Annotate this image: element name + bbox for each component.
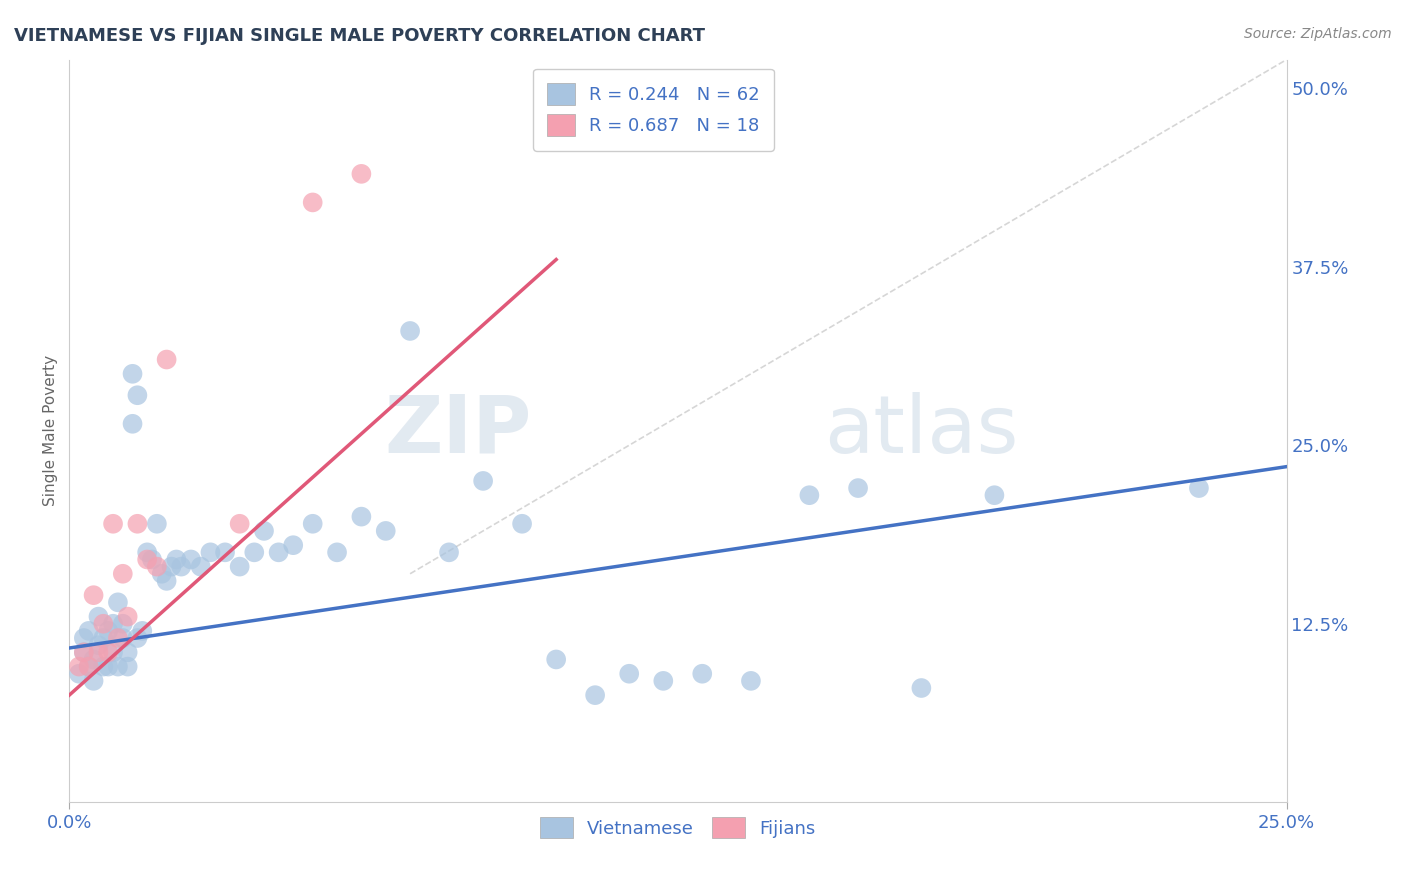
Point bbox=[117, 645, 139, 659]
Point bbox=[799, 488, 821, 502]
Point bbox=[326, 545, 349, 559]
Point bbox=[910, 681, 932, 695]
Point bbox=[91, 659, 114, 673]
Point bbox=[228, 559, 250, 574]
Point bbox=[846, 481, 869, 495]
Point bbox=[170, 559, 193, 574]
Point bbox=[77, 659, 100, 673]
Text: ZIP: ZIP bbox=[385, 392, 531, 470]
Point bbox=[111, 631, 134, 645]
Point bbox=[350, 509, 373, 524]
Point bbox=[67, 659, 90, 673]
Point bbox=[77, 624, 100, 638]
Point bbox=[127, 388, 149, 402]
Point bbox=[156, 574, 179, 588]
Point bbox=[399, 324, 422, 338]
Point bbox=[350, 167, 373, 181]
Point bbox=[301, 516, 323, 531]
Point bbox=[200, 545, 222, 559]
Point bbox=[91, 631, 114, 645]
Point bbox=[97, 645, 120, 659]
Point bbox=[583, 688, 606, 702]
Text: atlas: atlas bbox=[824, 392, 1018, 470]
Point bbox=[87, 638, 110, 652]
Point bbox=[228, 516, 250, 531]
Point bbox=[97, 624, 120, 638]
Point bbox=[127, 516, 149, 531]
Point bbox=[111, 566, 134, 581]
Text: VIETNAMESE VS FIJIAN SINGLE MALE POVERTY CORRELATION CHART: VIETNAMESE VS FIJIAN SINGLE MALE POVERTY… bbox=[14, 27, 704, 45]
Point bbox=[121, 367, 143, 381]
Point bbox=[107, 659, 129, 673]
Point bbox=[141, 552, 163, 566]
Point bbox=[121, 417, 143, 431]
Point bbox=[83, 673, 105, 688]
Point bbox=[127, 631, 149, 645]
Point bbox=[67, 666, 90, 681]
Point bbox=[97, 659, 120, 673]
Point bbox=[301, 195, 323, 210]
Point bbox=[374, 524, 396, 538]
Point bbox=[101, 616, 124, 631]
Point bbox=[510, 516, 533, 531]
Point bbox=[136, 545, 159, 559]
Point bbox=[150, 566, 173, 581]
Point bbox=[136, 552, 159, 566]
Point bbox=[111, 616, 134, 631]
Point bbox=[107, 595, 129, 609]
Point bbox=[437, 545, 460, 559]
Point bbox=[243, 545, 266, 559]
Point bbox=[180, 552, 202, 566]
Point bbox=[165, 552, 187, 566]
Point bbox=[652, 673, 675, 688]
Point bbox=[117, 659, 139, 673]
Point bbox=[983, 488, 1005, 502]
Point bbox=[253, 524, 276, 538]
Point bbox=[83, 588, 105, 602]
Point bbox=[73, 631, 96, 645]
Point bbox=[101, 645, 124, 659]
Point bbox=[107, 631, 129, 645]
Point bbox=[472, 474, 495, 488]
Point bbox=[146, 559, 169, 574]
Y-axis label: Single Male Poverty: Single Male Poverty bbox=[44, 355, 58, 507]
Point bbox=[283, 538, 305, 552]
Point bbox=[619, 666, 641, 681]
Point bbox=[73, 645, 96, 659]
Point bbox=[146, 516, 169, 531]
Point bbox=[101, 516, 124, 531]
Point bbox=[117, 609, 139, 624]
Point bbox=[690, 666, 713, 681]
Point bbox=[1188, 481, 1211, 495]
Point bbox=[156, 352, 179, 367]
Point bbox=[87, 609, 110, 624]
Text: Source: ZipAtlas.com: Source: ZipAtlas.com bbox=[1244, 27, 1392, 41]
Legend: Vietnamese, Fijians: Vietnamese, Fijians bbox=[533, 810, 823, 846]
Point bbox=[160, 559, 183, 574]
Point bbox=[546, 652, 568, 666]
Point bbox=[91, 616, 114, 631]
Point bbox=[73, 645, 96, 659]
Point bbox=[214, 545, 236, 559]
Point bbox=[131, 624, 153, 638]
Point bbox=[77, 659, 100, 673]
Point bbox=[83, 652, 105, 666]
Point bbox=[740, 673, 762, 688]
Point bbox=[267, 545, 290, 559]
Point bbox=[87, 645, 110, 659]
Point bbox=[190, 559, 212, 574]
